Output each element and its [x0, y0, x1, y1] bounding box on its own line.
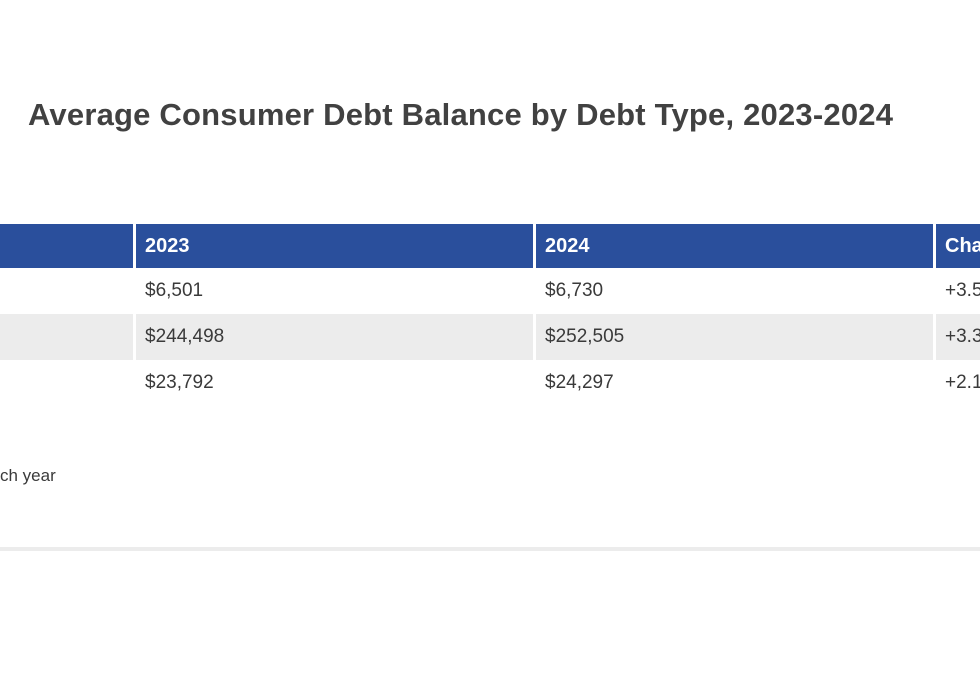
- cell-row2-2023: $244,498: [133, 314, 533, 360]
- cell-row2-change: +3.3%: [933, 314, 980, 360]
- table-row: $23,792 $24,297 +2.1%: [0, 360, 980, 406]
- cell-row1-2023: $6,501: [133, 268, 533, 314]
- column-header-2024: 2024: [533, 224, 933, 268]
- table-row: $6,501 $6,730 +3.5%: [0, 268, 980, 314]
- cell-row1-label: [0, 268, 133, 314]
- cell-row1-change: +3.5%: [933, 268, 980, 314]
- cell-row3-label: [0, 360, 133, 406]
- cell-row1-2024: $6,730: [533, 268, 933, 314]
- column-header-debt-type: [0, 224, 133, 268]
- cell-row3-2023: $23,792: [133, 360, 533, 406]
- table-header-row: 2023 2024 Change: [0, 224, 980, 268]
- column-header-2023: 2023: [133, 224, 533, 268]
- table-row: $244,498 $252,505 +3.3%: [0, 314, 980, 360]
- cell-row3-2024: $24,297: [533, 360, 933, 406]
- debt-table: 2023 2024 Change $6,501 $6,730 +3.5% $24…: [0, 224, 980, 406]
- page-title: Average Consumer Debt Balance by Debt Ty…: [28, 97, 894, 132]
- footnote-fragment: ch year: [0, 466, 56, 485]
- column-header-change: Change: [933, 224, 980, 268]
- cell-row2-2024: $252,505: [533, 314, 933, 360]
- section-divider: [0, 547, 980, 551]
- cell-row2-label: [0, 314, 133, 360]
- cell-row3-change: +2.1%: [933, 360, 980, 406]
